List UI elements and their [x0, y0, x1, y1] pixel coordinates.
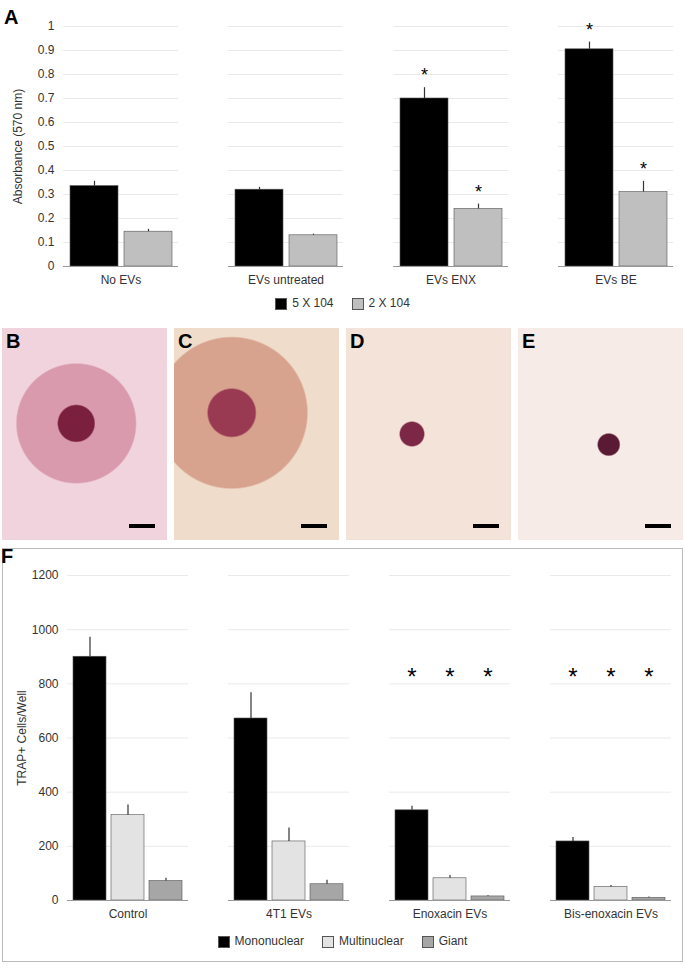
svg-text:800: 800 [38, 677, 58, 691]
svg-text:0: 0 [52, 893, 59, 907]
svg-text:*: * [445, 663, 454, 690]
svg-text:0.3: 0.3 [38, 187, 55, 201]
html-text:Giant: Giant [438, 934, 468, 948]
svg-text:EVs ENX: EVs ENX [426, 273, 476, 287]
svg-text:400: 400 [38, 785, 58, 799]
svg-text:Enoxacin EVs: Enoxacin EVs [413, 907, 488, 921]
html-text:A: A [4, 6, 19, 28]
svg-text:1: 1 [48, 19, 55, 33]
svg-text:0.6: 0.6 [38, 115, 55, 129]
svg-text:*: * [606, 663, 615, 690]
svg-text:EVs untreated: EVs untreated [248, 273, 324, 287]
svg-text:4T1 EVs: 4T1 EVs [266, 907, 312, 921]
html-text:E: E [522, 330, 536, 352]
svg-text:0.2: 0.2 [38, 211, 55, 225]
svg-text:*: * [586, 20, 593, 40]
html-text:F: F [1, 545, 14, 567]
svg-text:1200: 1200 [32, 568, 59, 582]
html-text:C: C [178, 330, 193, 352]
html-text:5 X 104: 5 X 104 [292, 296, 334, 310]
html-text:D: D [350, 330, 365, 352]
svg-text:*: * [483, 663, 492, 690]
svg-text:TRAP+ Cells/Well: TRAP+ Cells/Well [15, 690, 29, 785]
svg-text:*: * [644, 663, 653, 690]
svg-text:0.8: 0.8 [38, 67, 55, 81]
svg-text:200: 200 [38, 839, 58, 853]
html-text:Mononuclear: Mononuclear [234, 934, 304, 948]
svg-text:*: * [640, 159, 647, 179]
svg-text:*: * [407, 663, 416, 690]
svg-text:No EVs: No EVs [101, 273, 142, 287]
svg-text:*: * [475, 182, 482, 202]
svg-text:0.9: 0.9 [38, 43, 55, 57]
svg-text:EVs BE: EVs BE [595, 273, 636, 287]
svg-text:0.1: 0.1 [38, 235, 55, 249]
svg-text:*: * [421, 65, 428, 85]
svg-text:*: * [568, 663, 577, 690]
svg-text:0.4: 0.4 [38, 163, 55, 177]
svg-text:600: 600 [38, 731, 58, 745]
html-text:Multinuclear: Multinuclear [339, 934, 404, 948]
html-text:2 X 104: 2 X 104 [368, 296, 410, 310]
svg-text:Control: Control [109, 907, 148, 921]
html-text:B: B [6, 330, 21, 352]
svg-text:0: 0 [48, 259, 55, 273]
svg-text:Bis-enoxacin EVs: Bis-enoxacin EVs [564, 907, 658, 921]
svg-text:0.7: 0.7 [38, 91, 55, 105]
svg-text:Absorbance (570 nm): Absorbance (570 nm) [11, 89, 25, 204]
svg-text:0.5: 0.5 [38, 139, 55, 153]
svg-text:1000: 1000 [32, 623, 59, 637]
